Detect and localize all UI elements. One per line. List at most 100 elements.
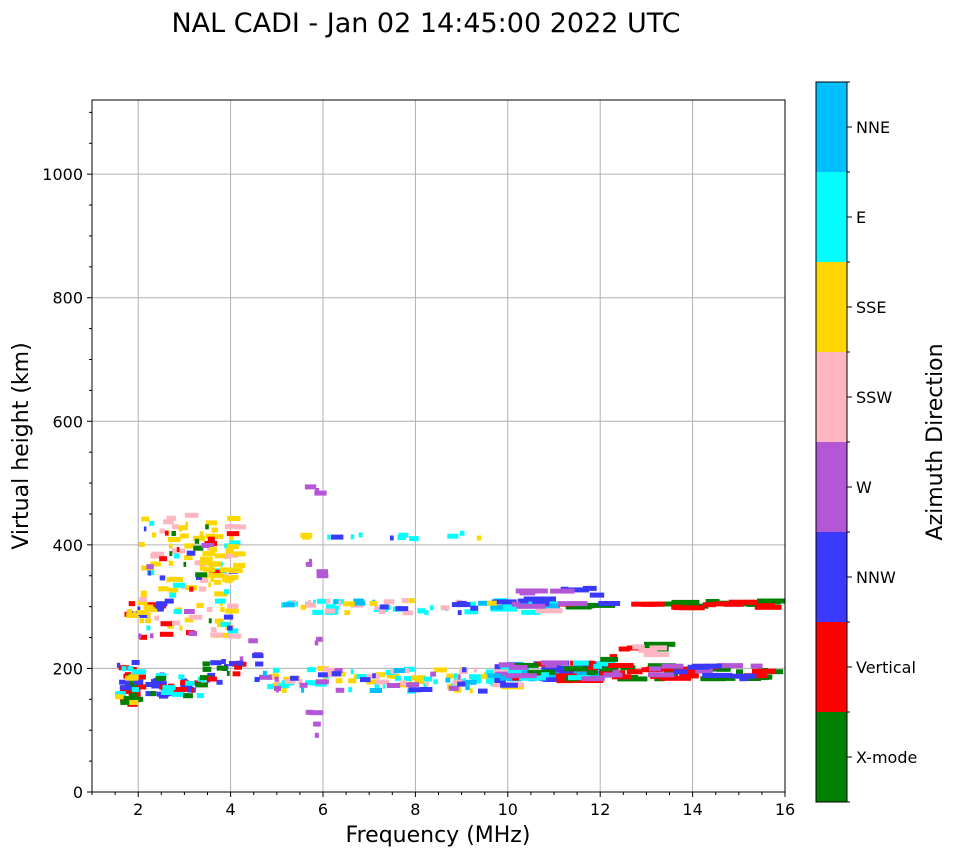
echo-mark: [350, 669, 354, 675]
echo-mark: [581, 676, 605, 682]
echo-mark: [557, 601, 588, 607]
echo-mark: [210, 632, 223, 638]
echo-mark: [700, 676, 726, 682]
echo-mark: [379, 604, 389, 610]
echo-mark: [660, 675, 692, 681]
echo-mark: [301, 687, 305, 693]
echo-mark: [120, 699, 131, 705]
echo-mark: [227, 628, 239, 634]
echo-mark: [259, 674, 272, 680]
y-tick-label: 600: [52, 412, 83, 431]
echo-mark: [395, 606, 409, 612]
echo-mark: [356, 674, 368, 679]
echo-mark: [210, 627, 217, 633]
echo-mark: [131, 687, 140, 693]
echo-mark: [404, 676, 412, 682]
echo-mark: [233, 562, 246, 568]
echo-mark: [312, 609, 324, 615]
echo-mark: [596, 661, 616, 667]
echo-mark: [290, 675, 299, 681]
echo-mark: [573, 660, 589, 666]
echo-mark: [274, 686, 282, 691]
x-tick-label: 2: [133, 800, 143, 819]
echo-mark: [305, 709, 314, 715]
echo-mark: [451, 602, 460, 608]
echo-mark: [225, 548, 234, 554]
echo-mark: [221, 659, 226, 664]
echo-mark: [612, 669, 620, 675]
colorbar-segment: [816, 712, 847, 802]
echo-mark: [196, 693, 204, 698]
echo-mark: [716, 663, 743, 669]
echo-mark: [196, 574, 202, 580]
echo-mark: [440, 605, 450, 611]
echo-mark: [126, 613, 139, 618]
echo-mark: [223, 614, 234, 620]
echo-mark: [374, 605, 379, 610]
echo-mark: [333, 599, 339, 605]
colorbar-tick-label: E: [856, 208, 866, 227]
echo-mark: [300, 532, 313, 538]
echo-mark: [458, 674, 461, 680]
echo-mark: [193, 545, 204, 551]
echo-mark: [173, 687, 187, 692]
echo-mark: [334, 668, 343, 674]
echo-mark: [654, 676, 665, 682]
echo-mark: [272, 682, 281, 688]
echo-mark: [188, 631, 197, 636]
echo-mark: [195, 682, 208, 688]
colorbar-tick-label: SSW: [856, 388, 892, 407]
echo-mark: [159, 575, 166, 581]
colorbar-tick-label: NNW: [856, 568, 896, 587]
echo-mark: [505, 673, 537, 679]
echo-mark: [661, 663, 684, 669]
echo-mark: [317, 598, 330, 604]
plot-area: [92, 100, 785, 792]
echo-mark: [136, 610, 148, 615]
echo-mark: [752, 668, 776, 674]
echo-mark: [150, 691, 156, 697]
x-tick-label: 8: [410, 800, 420, 819]
echo-mark: [200, 577, 208, 583]
echo-mark: [457, 610, 462, 616]
echo-mark: [532, 601, 550, 607]
echo-mark: [188, 614, 203, 620]
echo-mark: [555, 673, 577, 679]
echo-mark: [397, 535, 406, 541]
echo-mark: [469, 674, 481, 680]
echo-mark: [274, 676, 279, 682]
echo-mark: [152, 532, 157, 538]
echo-mark: [445, 677, 451, 683]
echo-mark: [372, 673, 376, 679]
echo-mark: [408, 687, 422, 693]
echo-mark: [183, 693, 193, 699]
echo-mark: [202, 661, 210, 667]
echo-mark: [174, 577, 183, 583]
echo-mark: [462, 667, 467, 673]
echo-mark: [273, 667, 280, 673]
echo-mark: [344, 610, 351, 616]
echo-mark: [542, 677, 568, 682]
echo-mark: [679, 605, 705, 611]
echo-mark: [314, 640, 319, 646]
echo-mark: [429, 605, 434, 611]
echo-mark: [757, 598, 785, 604]
echo-mark: [196, 603, 204, 608]
echo-mark: [248, 638, 258, 644]
echo-mark: [126, 609, 133, 615]
echo-mark: [267, 684, 274, 690]
echo-mark: [358, 532, 363, 538]
echo-mark: [150, 633, 154, 639]
echo-mark: [125, 681, 138, 687]
echo-mark: [216, 665, 226, 671]
echo-mark: [199, 586, 207, 592]
echo-mark: [194, 538, 200, 544]
echo-mark: [132, 669, 147, 675]
echo-mark: [463, 678, 466, 684]
echo-mark: [172, 524, 179, 530]
echo-mark: [134, 696, 144, 702]
echo-mark: [202, 666, 212, 672]
echo-mark: [205, 524, 209, 530]
echo-mark: [433, 679, 438, 685]
echo-mark: [215, 534, 224, 540]
